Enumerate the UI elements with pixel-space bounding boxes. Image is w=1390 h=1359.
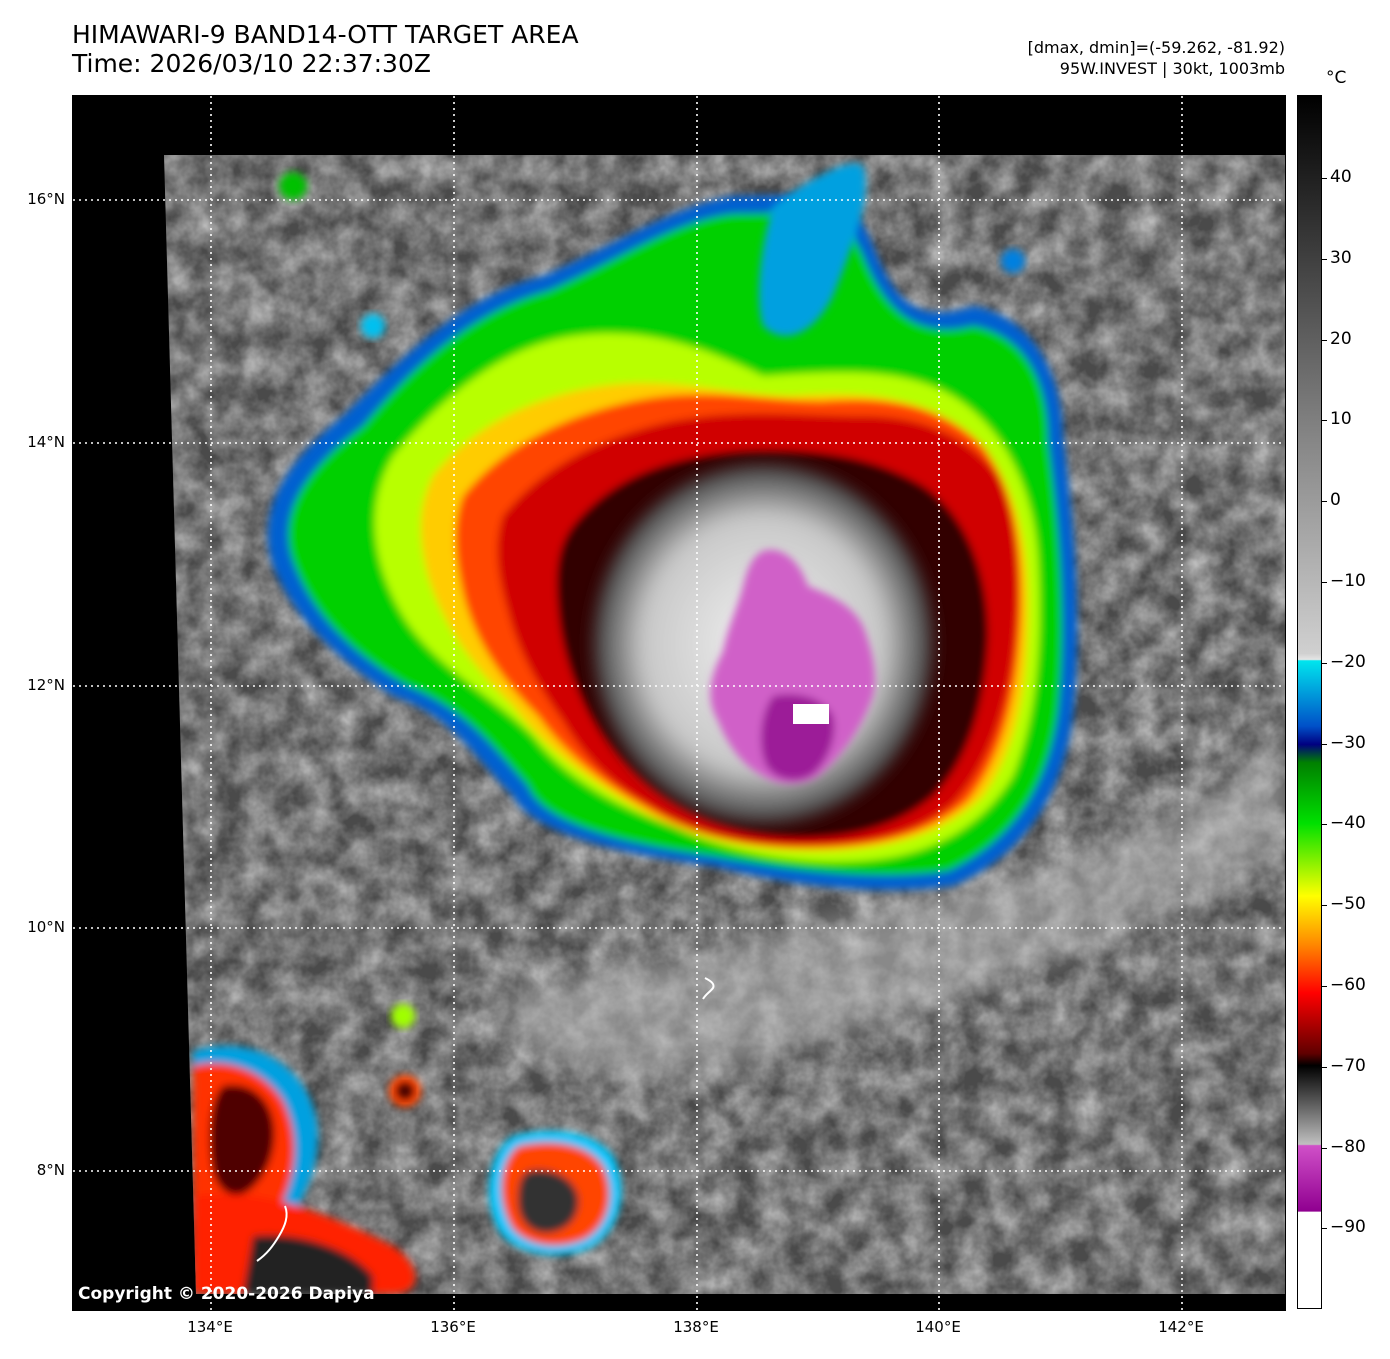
colorbar-tick-label: 0 bbox=[1330, 490, 1341, 511]
dmax-dmin-readout: [dmax, dmin]=(-59.262, -81.92) bbox=[1027, 38, 1285, 57]
copyright-notice: Copyright © 2020-2026 Dapiya bbox=[78, 1284, 375, 1304]
lon-label-136e: 136°E bbox=[430, 1318, 476, 1336]
graticule bbox=[73, 96, 1285, 1310]
colorbar-tick-label: −30 bbox=[1330, 732, 1366, 753]
colorbar-tick-label: 40 bbox=[1330, 167, 1352, 187]
info-block: [dmax, dmin]=(-59.262, -81.92) 95W.INVES… bbox=[1028, 37, 1285, 79]
lon-label-134e: 134°E bbox=[187, 1318, 233, 1336]
chart-title: HIMAWARI-9 BAND14-OTT TARGET AREA bbox=[72, 20, 579, 49]
lat-label-16n: 16°N bbox=[27, 190, 65, 208]
colorbar-tick-label: 30 bbox=[1330, 247, 1352, 268]
colorbar-tickmark bbox=[1322, 662, 1327, 664]
south-convection-cell bbox=[489, 1131, 622, 1255]
lat-label-8n: 8°N bbox=[36, 1161, 65, 1179]
southwest-convection bbox=[193, 1045, 416, 1294]
colorbar-tick-label: −80 bbox=[1330, 1136, 1366, 1157]
imagery-footprint bbox=[164, 155, 1285, 1294]
colorbar-tick-label: −20 bbox=[1330, 651, 1366, 672]
lat-label-14n: 14°N bbox=[27, 433, 65, 451]
colorbar-tickmark bbox=[1322, 1066, 1327, 1068]
coastline bbox=[256, 1205, 288, 1262]
satellite-image: Copyright © 2020-2026 Dapiya bbox=[72, 95, 1286, 1311]
colorbar-tickmark bbox=[1322, 258, 1327, 260]
colorbar-tick-label: −90 bbox=[1330, 1217, 1366, 1238]
title-block: HIMAWARI-9 BAND14-OTT TARGET AREA Time: … bbox=[72, 20, 579, 78]
lon-label-138e: 138°E bbox=[673, 1318, 719, 1336]
colorbar-unit: °C bbox=[1326, 68, 1347, 88]
colorbar bbox=[1297, 95, 1322, 1309]
colorbar-tick-label: −40 bbox=[1330, 813, 1366, 834]
chart-time: Time: 2026/03/10 22:37:30Z bbox=[72, 49, 431, 78]
overshooting-top-core bbox=[793, 704, 829, 724]
satellite-imagery-svg bbox=[73, 96, 1285, 1310]
lat-label-12n: 12°N bbox=[27, 676, 65, 694]
colorbar-tickmark bbox=[1322, 501, 1327, 503]
colorbar-tickmark bbox=[1322, 905, 1327, 907]
colorbar-tick-label: −60 bbox=[1330, 975, 1366, 995]
lon-label-142e: 142°E bbox=[1158, 1318, 1204, 1336]
colorbar-tickmark bbox=[1322, 582, 1327, 583]
colorbar-tickmark bbox=[1322, 743, 1327, 745]
lon-label-140e: 140°E bbox=[915, 1318, 961, 1336]
colorbar-tickmark bbox=[1322, 420, 1327, 422]
colorbar-tick-label: 10 bbox=[1330, 409, 1352, 430]
storm-info: 95W.INVEST | 30kt, 1003mb bbox=[1059, 59, 1285, 78]
coastline bbox=[702, 977, 715, 1000]
colorbar-tick-label: −10 bbox=[1330, 571, 1366, 591]
colorbar-tick-label: −70 bbox=[1330, 1055, 1366, 1076]
colorbar-tickmark bbox=[1322, 178, 1327, 179]
colorbar-tick-label: 20 bbox=[1330, 328, 1352, 349]
lat-label-10n: 10°N bbox=[27, 918, 65, 936]
colorbar-tickmark bbox=[1322, 824, 1327, 826]
colorbar-tickmark bbox=[1322, 986, 1327, 987]
colorbar-tickmark bbox=[1322, 339, 1327, 341]
colorbar-tick-label: −50 bbox=[1330, 894, 1366, 915]
colorbar-tickmark bbox=[1322, 1147, 1327, 1149]
colorbar-tickmark bbox=[1322, 1228, 1327, 1230]
